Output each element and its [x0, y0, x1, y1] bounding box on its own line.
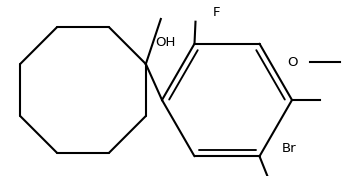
Text: F: F [212, 5, 220, 18]
Text: Br: Br [282, 142, 297, 155]
Text: OH: OH [155, 36, 175, 49]
Text: O: O [288, 55, 298, 68]
